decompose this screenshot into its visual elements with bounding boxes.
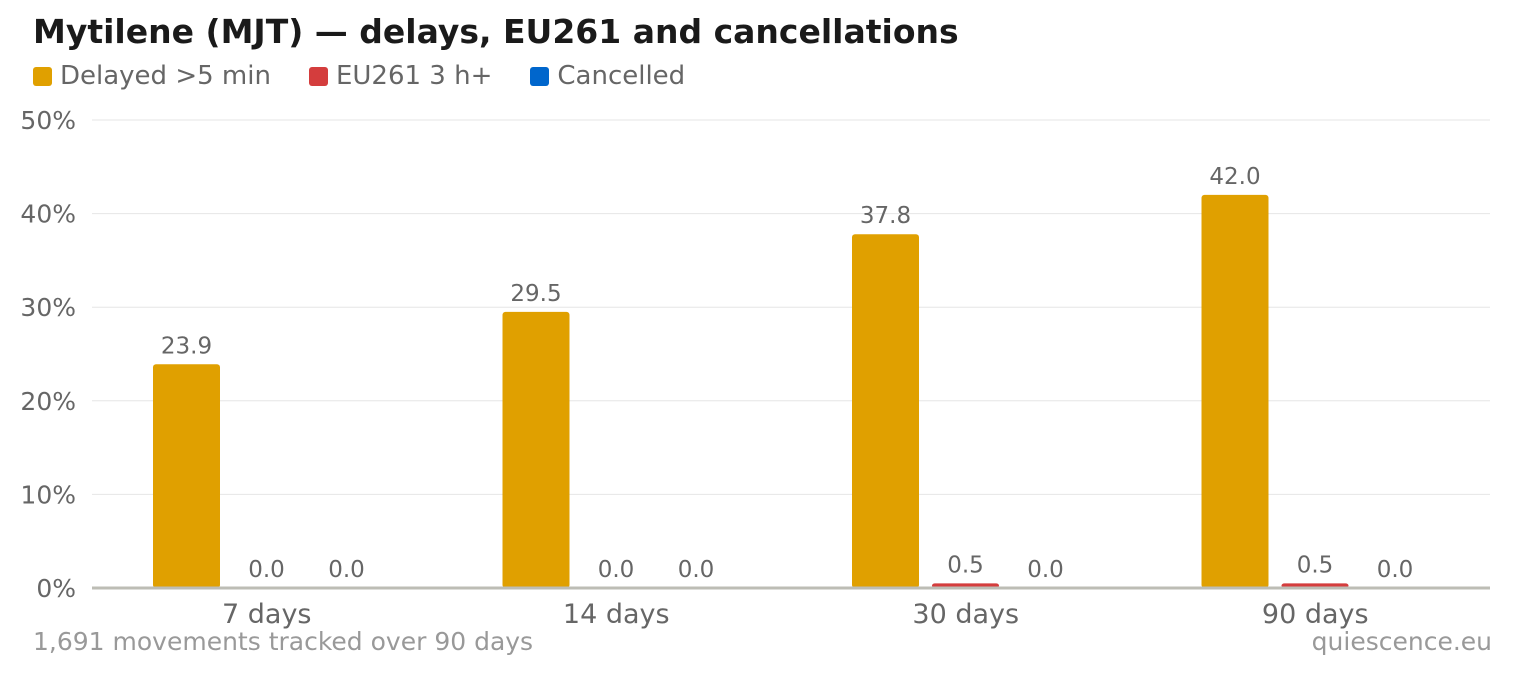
- bar-value-label: 0.0: [328, 557, 365, 583]
- y-tick-label: 50%: [20, 106, 76, 135]
- y-tick-label: 0%: [36, 574, 76, 603]
- bar: [502, 311, 570, 588]
- y-tick-label: 10%: [20, 480, 76, 509]
- footer-credit: quiescence.eu: [1311, 627, 1492, 656]
- bar-value-label: 0.0: [598, 557, 635, 583]
- chart-legend: Delayed >5 min EU261 3 h+ Cancelled: [33, 61, 723, 91]
- bar-value-label: 37.8: [860, 203, 911, 229]
- bar-value-label: 23.9: [161, 333, 212, 359]
- bar-value-label: 29.5: [510, 281, 561, 307]
- bar-value-label: 0.5: [947, 552, 984, 578]
- y-tick-label: 30%: [20, 293, 76, 322]
- legend-swatch-eu261: [308, 66, 328, 86]
- bar: [1201, 194, 1269, 588]
- x-tick-label: 30 days: [912, 599, 1019, 630]
- legend-label-eu261: EU261 3 h+: [335, 61, 493, 91]
- x-tick-label: 90 days: [1262, 599, 1369, 630]
- bar: [852, 234, 919, 588]
- bar-value-label: 0.5: [1297, 552, 1334, 578]
- legend-item-cancelled: Cancelled: [530, 61, 685, 91]
- bar-value-label: 0.0: [1027, 557, 1064, 583]
- bar-value-label: 0.0: [248, 557, 285, 583]
- footer-note: 1,691 movements tracked over 90 days: [33, 627, 534, 656]
- x-tick-label: 14 days: [563, 599, 670, 630]
- bar: [153, 364, 220, 588]
- legend-label-cancelled: Cancelled: [557, 61, 686, 91]
- bar-value-label: 42.0: [1209, 164, 1260, 190]
- y-tick-label: 40%: [20, 200, 76, 229]
- legend-item-eu261: EU261 3 h+: [308, 61, 493, 91]
- chart-title: Mytilene (MJT) — delays, EU261 and cance…: [33, 12, 959, 51]
- legend-item-delayed: Delayed >5 min: [33, 61, 271, 91]
- legend-swatch-delayed: [33, 66, 52, 86]
- legend-label-delayed: Delayed >5 min: [60, 61, 271, 91]
- y-tick-label: 20%: [20, 387, 76, 416]
- x-tick-label: 7 days: [222, 599, 312, 630]
- bar-value-label: 0.0: [678, 557, 715, 583]
- bar-value-label: 0.0: [1377, 557, 1414, 583]
- legend-swatch-cancelled: [530, 66, 550, 86]
